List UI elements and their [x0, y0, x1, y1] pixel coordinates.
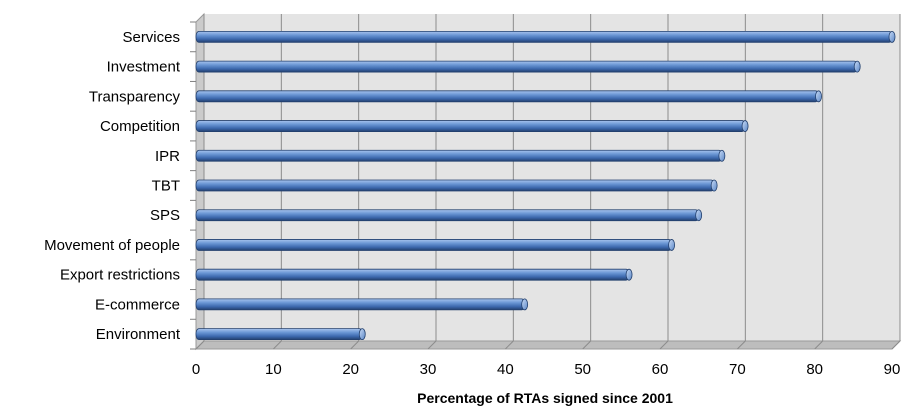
x-tick-label: 10 [265, 361, 282, 378]
bar-cap [853, 60, 861, 73]
grid-floor-line [659, 340, 669, 350]
grid-floor-line [195, 340, 205, 350]
grid-floor-line [582, 340, 592, 350]
bar-body [195, 90, 819, 103]
bar-cap [358, 328, 366, 341]
bar [195, 328, 366, 341]
category-label: Export restrictions [60, 267, 180, 284]
bar-cap [815, 90, 822, 103]
bar-body [195, 30, 893, 43]
bar-body [195, 239, 673, 251]
bar-body [195, 120, 746, 132]
x-tick-label: 20 [342, 361, 359, 378]
bar-body [195, 298, 526, 311]
grid-floor-line [272, 340, 282, 350]
bar [195, 239, 675, 251]
category-label: IPR [155, 148, 180, 165]
grid-floor-line [427, 340, 437, 350]
bar-cap [625, 268, 633, 281]
bar [195, 90, 822, 103]
grid-floor-line [814, 340, 824, 350]
bar-body [195, 268, 630, 281]
bar-body [195, 60, 858, 73]
bar-cap [521, 298, 529, 311]
bar-body [195, 149, 723, 162]
category-label: Movement of people [44, 237, 180, 254]
bar [195, 60, 861, 73]
bar-body [195, 328, 363, 341]
x-tick-label: 90 [884, 361, 901, 378]
x-tick-label: 30 [420, 361, 437, 378]
x-tick-label: 60 [652, 361, 669, 378]
bar-body [195, 179, 715, 192]
category-label: TBT [152, 178, 180, 195]
grid-floor-line [736, 340, 746, 350]
bar [195, 268, 633, 281]
bar [195, 298, 529, 311]
x-tick-labels: 0 10 20 30 40 50 60 70 80 90 [192, 361, 901, 378]
x-tick-label: 50 [574, 361, 591, 378]
category-label: E-commerce [95, 296, 180, 313]
category-label: Environment [96, 326, 181, 343]
plot-floor [194, 340, 902, 350]
x-tick-label: 40 [497, 361, 514, 378]
grid-floor-line [504, 340, 514, 350]
x-axis-title: Percentage of RTAs signed since 2001 [417, 390, 673, 406]
category-label: SPS [150, 207, 180, 224]
bar [195, 30, 896, 43]
category-labels: Services Investment Transparency Competitio… [44, 29, 181, 343]
x-tick-label: 70 [729, 361, 746, 378]
bar [195, 120, 749, 132]
bar-cap [718, 149, 726, 162]
x-tick-label: 80 [806, 361, 823, 378]
category-label: Competition [100, 118, 180, 135]
bars [195, 30, 896, 341]
bar-cap [741, 120, 749, 132]
bar-cap [668, 239, 675, 251]
x-tick-label: 0 [192, 361, 200, 378]
category-label: Investment [107, 59, 181, 76]
grid-floor-line [891, 340, 901, 350]
bar [195, 149, 726, 162]
bar-cap [710, 179, 718, 192]
bar-cap [695, 209, 703, 222]
bar-cap [888, 30, 896, 43]
grid-floor-line [350, 340, 360, 350]
bar [195, 209, 703, 222]
category-label: Transparency [89, 88, 181, 105]
bar-body [195, 209, 700, 222]
bar [195, 179, 718, 192]
category-label: Services [122, 29, 180, 46]
